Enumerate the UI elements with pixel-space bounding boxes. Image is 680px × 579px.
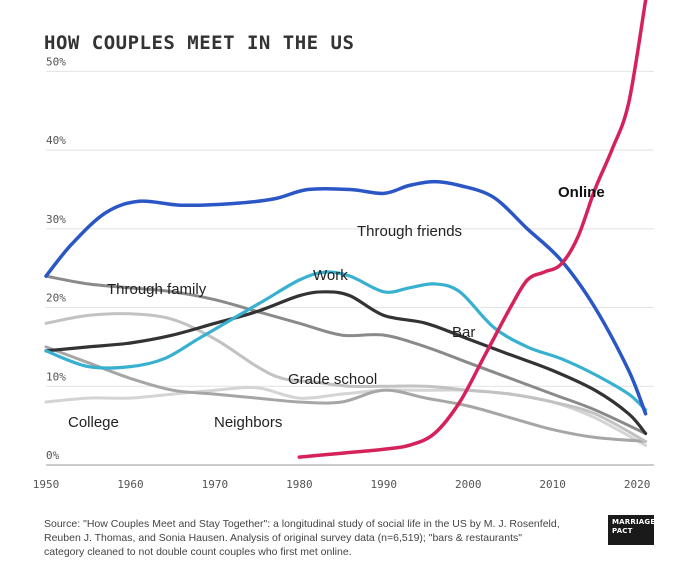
x-tick-label: 1980 xyxy=(286,478,313,491)
series-label-neighbors: Neighbors xyxy=(214,414,282,431)
series-label-online: Online xyxy=(558,184,605,201)
series-line-grade-school xyxy=(44,312,648,443)
source-note: Source: "How Couples Meet and Stay Toget… xyxy=(44,518,560,558)
chart-title: HOW COUPLES MEET IN THE US xyxy=(44,32,355,54)
logo-line-2: PACT xyxy=(612,527,633,535)
logo-line-1: MARRIAGE xyxy=(612,518,656,526)
series-line-bar xyxy=(44,290,648,436)
y-tick-label: 40% xyxy=(46,134,66,147)
x-tick-label: 2000 xyxy=(455,478,482,491)
y-tick-label: 30% xyxy=(46,213,66,226)
x-tick-label: 2020 xyxy=(624,478,651,491)
series-line-online xyxy=(297,0,648,459)
series-line-through-family xyxy=(44,274,648,435)
series-label-work: Work xyxy=(313,267,348,284)
x-tick-label: 2010 xyxy=(539,478,566,491)
x-tick-label: 1960 xyxy=(117,478,144,491)
series-label-college: College xyxy=(68,414,119,431)
x-tick-label: 1950 xyxy=(33,478,60,491)
y-tick-label: 10% xyxy=(46,370,66,383)
y-tick-label: 50% xyxy=(46,55,66,68)
series-label-through-family: Through family xyxy=(107,281,207,298)
y-tick-label: 0% xyxy=(46,449,60,462)
marriage-pact-logo: MARRIAGE PACT xyxy=(608,515,656,545)
x-tick-label: 1990 xyxy=(371,478,398,491)
series-line-neighbors xyxy=(44,345,648,443)
series-label-grade-school: Grade school xyxy=(288,371,377,388)
x-tick-label: 1970 xyxy=(202,478,229,491)
series-label-bar: Bar xyxy=(452,324,475,341)
series-line-work xyxy=(44,270,648,412)
series-line-through-friends xyxy=(44,179,648,416)
series-label-through-friends: Through friends xyxy=(357,223,462,240)
y-tick-label: 20% xyxy=(46,292,66,305)
